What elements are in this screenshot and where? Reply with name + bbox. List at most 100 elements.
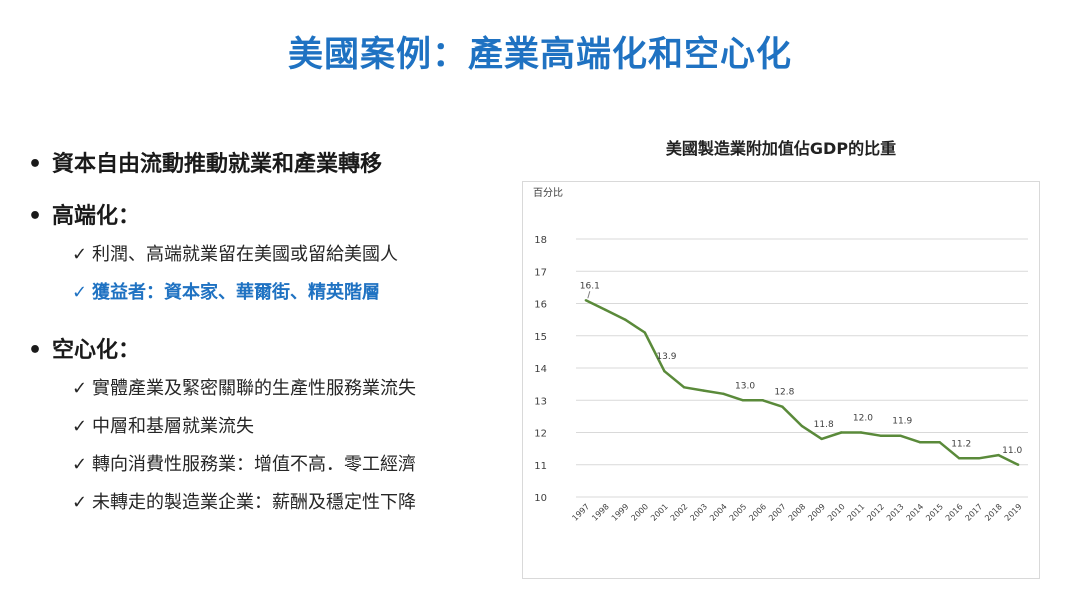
x-tick-label: 2011 — [846, 502, 867, 523]
data-point — [879, 434, 882, 437]
sub-bullet-item: ✓ 轉向消費性服務業：增值不高．零工經濟 — [28, 446, 416, 484]
x-tick-label: 2013 — [885, 502, 906, 523]
x-tick-label: 2012 — [865, 502, 886, 523]
data-point — [977, 457, 981, 460]
bullet-text: • 高端化： — [28, 202, 398, 232]
x-tick-label: 2008 — [787, 502, 808, 523]
data-point — [623, 318, 627, 321]
bullet-dot-icon: • — [28, 152, 43, 177]
bullet-text: • 空心化： — [28, 336, 416, 366]
sub-bullet-label: 中層和基層就業流失 — [92, 416, 254, 437]
y-tick-label: 15 — [534, 332, 547, 343]
y-tick-label: 11 — [534, 461, 547, 472]
y-tick-label: 18 — [534, 235, 547, 246]
data-label: 11.8 — [814, 420, 834, 430]
x-tick-label: 2001 — [649, 502, 670, 523]
x-tick-label: 2000 — [629, 502, 650, 523]
y-tick-label: 17 — [534, 267, 547, 278]
y-tick-label: 14 — [534, 364, 547, 375]
x-tick-label: 2004 — [708, 502, 729, 523]
x-tick-label: 2015 — [924, 502, 945, 523]
y-tick-label: 10 — [534, 493, 547, 504]
data-point — [938, 440, 941, 444]
sub-bullet-label: 獲益者：資本家、華爾街、精英階層 — [92, 282, 380, 303]
bullet-item: • 高端化： ✓ 利潤、高端就業留在美國或留給美國人 ✓ 獲益者：資本家、華爾街、精英階層 — [28, 202, 398, 312]
bullet-label: 高端化： — [52, 204, 141, 229]
page-title: 美國案例：產業高端化和空心化 — [287, 35, 792, 75]
checkmark-icon: ✓ — [72, 378, 88, 399]
sub-bullet-item: ✓ 中層和基層就業流失 — [28, 408, 416, 446]
data-label: 16.1 — [580, 281, 600, 291]
data-point — [584, 299, 588, 302]
data-point — [820, 437, 823, 441]
sub-bullet-item: ✓ 未轉走的製造業企業：薪酬及穩定性下降 — [28, 484, 416, 522]
bullet-item: • 資本自由流動推動就業和產業轉移 — [28, 150, 382, 184]
data-label: 11.9 — [892, 417, 912, 427]
data-label: 12.8 — [774, 388, 794, 398]
data-point — [859, 431, 863, 434]
data-point — [958, 457, 961, 460]
data-point — [702, 389, 705, 392]
data-label: 13.9 — [656, 352, 676, 362]
data-label: 13.0 — [735, 381, 755, 391]
x-tick-label: 2007 — [767, 502, 788, 523]
x-tick-label: 2019 — [1003, 502, 1024, 523]
checkmark-icon: ✓ — [72, 492, 88, 513]
sub-bullet-label: 未轉走的製造業企業：薪酬及穩定性下降 — [92, 492, 416, 513]
x-tick-label: 2018 — [983, 502, 1004, 523]
data-point — [1016, 463, 1020, 466]
sub-bullet-label: 利潤、高端就業留在美國或留給美國人 — [92, 244, 398, 265]
data-label: 12.0 — [853, 414, 873, 424]
chart-area: 百分比 10 11 12 13 14 15 16 17 18 1997 1998 1999 2000 200… — [522, 181, 1040, 579]
x-tick-label: 2014 — [905, 502, 926, 523]
x-tick-label: 2003 — [688, 502, 709, 523]
checkmark-icon: ✓ — [72, 282, 88, 303]
data-point — [663, 370, 666, 373]
checkmark-icon: ✓ — [72, 244, 88, 265]
data-point — [643, 331, 646, 334]
y-tick-label: 12 — [534, 429, 547, 440]
sub-bullet-label: 轉向消費性服務業：增值不高．零工經濟 — [92, 454, 416, 475]
sub-bullet-item: ✓ 獲益者：資本家、華爾街、精英階層 — [28, 274, 398, 312]
bullet-dot-icon: • — [28, 338, 43, 363]
sub-bullet-item: ✓ 實體產業及緊密關聯的生產性服務業流失 — [28, 370, 416, 408]
x-tick-label: 1998 — [590, 502, 611, 523]
y-tick-label: 16 — [534, 300, 547, 311]
bullet-dot-icon: • — [28, 204, 43, 229]
data-point — [781, 405, 784, 408]
data-label: 11.2 — [951, 439, 971, 449]
data-point — [800, 424, 804, 428]
data-point — [682, 386, 686, 389]
sub-bullet-item: ✓ 利潤、高端就業留在美國或留給美國人 — [28, 236, 398, 274]
x-tick-label: 2006 — [747, 502, 768, 523]
y-tick-label: 13 — [534, 396, 547, 407]
x-tick-label: 2005 — [728, 502, 749, 523]
x-tick-label: 2010 — [826, 502, 847, 523]
bullet-label: 資本自由流動推動就業和產業轉移 — [52, 152, 383, 177]
bullet-item: • 空心化： ✓ 實體產業及緊密關聯的生產性服務業流失 ✓ 中層和基層就業流失 ✓ 轉向消費性… — [28, 336, 416, 522]
data-point — [722, 392, 725, 395]
data-point — [918, 440, 922, 444]
x-tick-label: 2009 — [806, 502, 827, 523]
chart-title: 美國製造業附加值佔GDP的比重 — [665, 139, 897, 158]
line-chart: 百分比1011121314151617181997199819992000200… — [533, 187, 1028, 523]
x-tick-label: 2016 — [944, 502, 965, 523]
bullet-text: • 資本自由流動推動就業和產業轉移 — [28, 150, 382, 180]
data-label-leader — [587, 291, 591, 299]
data-point — [604, 308, 607, 312]
checkmark-icon: ✓ — [72, 454, 88, 475]
data-point — [741, 399, 745, 402]
x-tick-label: 2002 — [669, 502, 690, 523]
data-point — [997, 453, 1000, 457]
sub-bullet-label: 實體產業及緊密關聯的生產性服務業流失 — [92, 378, 416, 399]
data-label: 11.0 — [1002, 446, 1022, 456]
data-point — [761, 399, 764, 402]
data-point — [840, 431, 843, 434]
x-tick-label: 2017 — [964, 502, 985, 523]
checkmark-icon: ✓ — [72, 416, 88, 437]
x-tick-label: 1999 — [610, 502, 631, 523]
x-tick-label: 1997 — [570, 502, 591, 523]
data-point — [899, 434, 902, 437]
y-axis-label: 百分比 — [533, 187, 563, 199]
bullet-label: 空心化： — [52, 338, 141, 363]
